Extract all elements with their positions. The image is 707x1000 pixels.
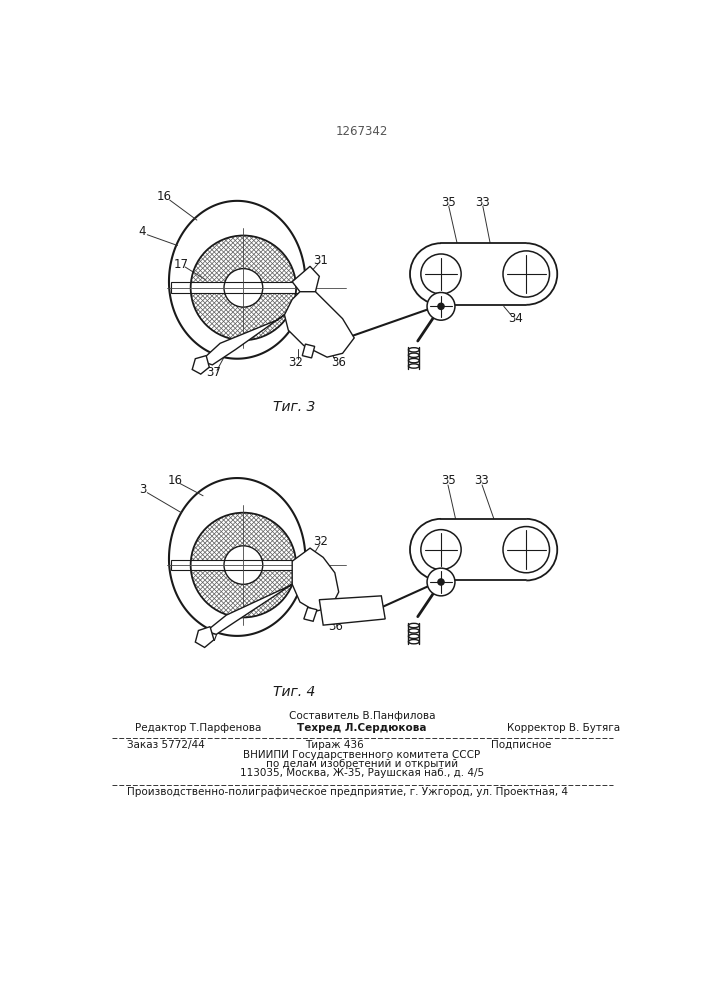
- Text: 17: 17: [174, 258, 189, 271]
- Polygon shape: [292, 266, 320, 292]
- Text: 32: 32: [313, 535, 328, 548]
- Polygon shape: [206, 584, 292, 634]
- Circle shape: [191, 513, 296, 617]
- Circle shape: [495, 243, 557, 305]
- Polygon shape: [320, 596, 385, 625]
- Text: Техред Л.Сердюкова: Техред Л.Сердюкова: [297, 723, 427, 733]
- Text: Производственно-полиграфическое предприятие, г. Ужгород, ул. Проектная, 4: Производственно-полиграфическое предприя…: [127, 787, 568, 797]
- Polygon shape: [292, 548, 339, 611]
- Circle shape: [410, 243, 472, 305]
- Circle shape: [495, 519, 557, 580]
- Text: 16: 16: [168, 474, 182, 487]
- Circle shape: [224, 546, 263, 584]
- Text: 37: 37: [206, 366, 221, 379]
- Text: 35: 35: [441, 474, 456, 487]
- Text: 4: 4: [139, 225, 146, 238]
- Text: ВНИИПИ Государственного комитета СССР: ВНИИПИ Государственного комитета СССР: [243, 750, 481, 760]
- Text: Составитель В.Панфилова: Составитель В.Панфилова: [288, 711, 436, 721]
- Text: 36: 36: [331, 356, 346, 369]
- Text: Подписное: Подписное: [491, 740, 551, 750]
- Polygon shape: [192, 356, 209, 374]
- Polygon shape: [171, 560, 315, 570]
- Polygon shape: [169, 478, 305, 636]
- Text: Заказ 5772/44: Заказ 5772/44: [127, 740, 205, 750]
- Circle shape: [224, 546, 263, 584]
- Text: 16: 16: [156, 190, 172, 204]
- Text: 33: 33: [475, 196, 490, 209]
- Text: Тираж 436: Тираж 436: [305, 740, 364, 750]
- Bar: [441, 519, 526, 580]
- Circle shape: [438, 579, 444, 585]
- Bar: [441, 243, 526, 305]
- Polygon shape: [201, 315, 284, 365]
- Text: 35: 35: [441, 196, 456, 209]
- Polygon shape: [169, 201, 305, 359]
- Text: 37: 37: [204, 631, 219, 644]
- Polygon shape: [171, 282, 315, 293]
- Text: 3: 3: [139, 483, 146, 496]
- Text: Τиг. 4: Τиг. 4: [273, 685, 315, 699]
- Text: 32: 32: [288, 356, 303, 369]
- Circle shape: [427, 292, 455, 320]
- Polygon shape: [195, 627, 214, 647]
- Circle shape: [191, 235, 296, 340]
- Text: 34: 34: [508, 312, 523, 325]
- Text: 33: 33: [474, 474, 489, 487]
- Polygon shape: [284, 292, 354, 357]
- Text: 1267342: 1267342: [336, 125, 388, 138]
- Circle shape: [224, 269, 263, 307]
- Circle shape: [410, 519, 472, 580]
- Circle shape: [224, 269, 263, 307]
- Text: Τиг. 3: Τиг. 3: [273, 400, 315, 414]
- Polygon shape: [304, 607, 317, 621]
- Text: 31: 31: [313, 254, 328, 267]
- Text: Корректор В. Бутяга: Корректор В. Бутяга: [507, 723, 620, 733]
- Circle shape: [427, 568, 455, 596]
- Text: Редактор Т.Парфенова: Редактор Т.Парфенова: [135, 723, 262, 733]
- Polygon shape: [303, 344, 315, 358]
- Text: 113035, Москва, Ж-35, Раушская наб., д. 4/5: 113035, Москва, Ж-35, Раушская наб., д. …: [240, 768, 484, 778]
- Circle shape: [438, 303, 444, 309]
- Text: по делам изобретений и открытий: по делам изобретений и открытий: [266, 759, 458, 769]
- Text: 36: 36: [329, 620, 344, 633]
